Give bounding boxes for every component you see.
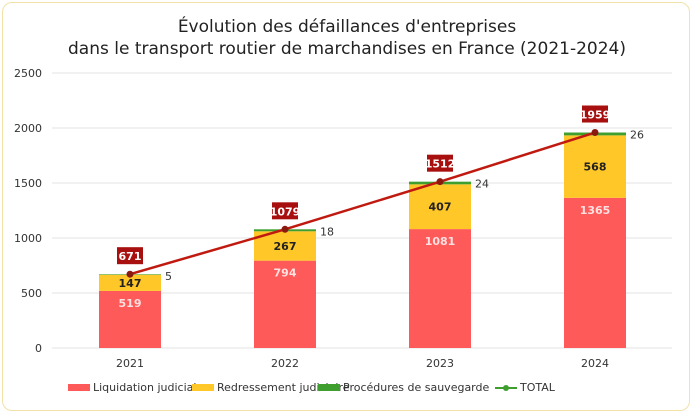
data-label: 267 — [274, 240, 297, 253]
legend-swatch — [503, 385, 509, 391]
total-point — [436, 178, 444, 186]
total-label: 671 — [119, 250, 142, 263]
total-label-bg — [427, 154, 453, 172]
data-label: 24 — [475, 178, 489, 191]
chart-frame — [2, 2, 690, 411]
total-label: 1959 — [580, 109, 611, 122]
total-label-bg — [582, 105, 608, 123]
bar-segment — [99, 274, 161, 291]
data-label: 147 — [119, 277, 142, 290]
bar-segment — [409, 229, 471, 348]
y-tick-label: 500 — [21, 287, 42, 300]
y-tick-label: 2500 — [14, 67, 42, 80]
y-tick-label: 1000 — [14, 232, 42, 245]
data-label: 407 — [429, 201, 452, 214]
total-point — [281, 225, 289, 233]
data-label: 1365 — [580, 204, 611, 217]
legend-swatch — [318, 384, 340, 391]
total-label: 1079 — [270, 205, 301, 218]
x-tick-label: 2023 — [426, 357, 454, 370]
y-tick-label: 2000 — [14, 122, 42, 135]
x-tick-label: 2022 — [271, 357, 299, 370]
total-label: 1512 — [425, 158, 456, 171]
bar-segment — [99, 290, 161, 348]
data-label: 26 — [630, 129, 644, 142]
bar-segment — [409, 184, 471, 230]
legend-label: Redressement judiciaire — [217, 381, 350, 394]
data-label: 18 — [320, 225, 334, 238]
chart-title-line1: Évolution des défaillances d'entreprises — [178, 15, 517, 37]
data-label: 1081 — [425, 235, 456, 248]
data-label: 519 — [119, 297, 142, 310]
bar-segment — [254, 260, 316, 348]
bar-segment — [564, 135, 626, 198]
y-tick-label: 0 — [35, 342, 42, 355]
data-label: 794 — [274, 267, 297, 280]
data-label: 5 — [165, 270, 172, 283]
legend-swatch — [68, 384, 90, 391]
total-line — [129, 131, 596, 276]
y-tick-label: 1500 — [14, 177, 42, 190]
total-label-bg — [272, 202, 298, 220]
bar-segment — [564, 197, 626, 348]
legend-label: Procédures de sauvegarde — [343, 381, 489, 394]
x-tick-label: 2021 — [116, 357, 144, 370]
legend-label: TOTAL — [519, 381, 556, 394]
total-point — [126, 270, 134, 278]
legend-swatch — [192, 384, 214, 391]
total-label-bg — [117, 247, 143, 265]
legend-label: Liquidation judiciaire — [93, 381, 208, 394]
x-tick-label: 2024 — [581, 357, 609, 370]
chart-title-line2: dans le transport routier de marchandise… — [68, 39, 626, 59]
data-label: 568 — [584, 161, 607, 174]
total-point — [591, 129, 599, 137]
